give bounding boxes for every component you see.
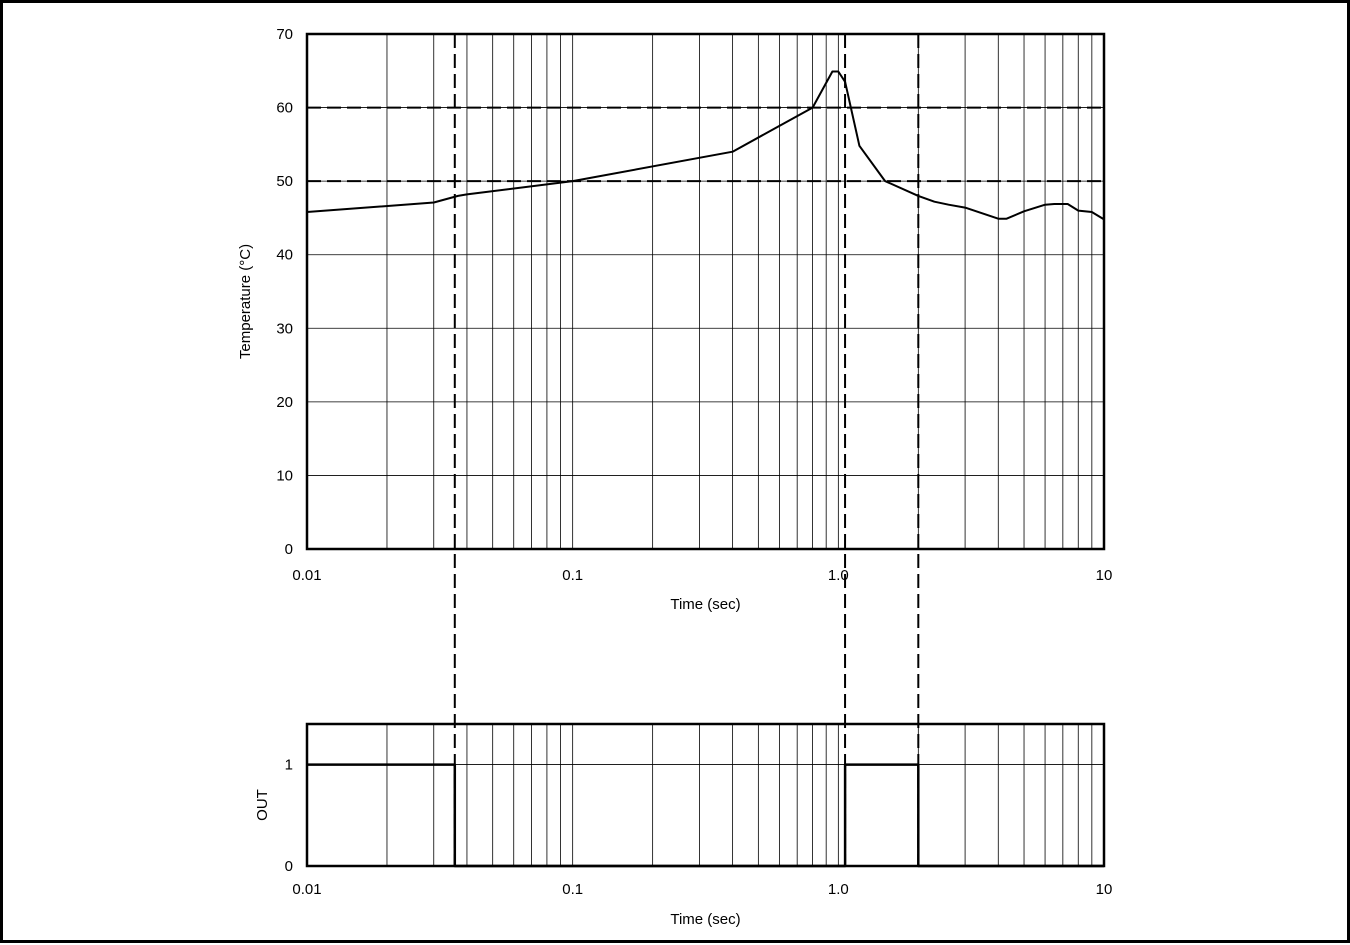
temperature-y-tick-label: 30 bbox=[276, 320, 293, 337]
out-x-tick-label: 10 bbox=[1096, 881, 1113, 898]
temperature-y-tick-label: 50 bbox=[276, 173, 293, 190]
temperature-x-tick-label: 0.1 bbox=[562, 567, 583, 584]
temperature-x-tick-label: 1.0 bbox=[828, 567, 849, 584]
temperature-grid bbox=[307, 34, 1104, 549]
out-x-axis-title: Time (sec) bbox=[670, 911, 740, 928]
temperature-y-tick-label: 20 bbox=[276, 394, 293, 411]
temperature-x-tick-label: 0.01 bbox=[292, 567, 321, 584]
out-x-tick-label: 0.1 bbox=[562, 881, 583, 898]
vertical-reference-lines bbox=[453, 34, 920, 866]
temperature-y-tick-label: 40 bbox=[276, 247, 293, 264]
out-plot-frame bbox=[305, 722, 1106, 868]
out-y-tick-label: 0 bbox=[285, 858, 293, 875]
temperature-y-tick-label: 70 bbox=[276, 26, 293, 43]
temperature-y-tick-label: 0 bbox=[285, 541, 293, 558]
temperature-x-axis-title: Time (sec) bbox=[670, 596, 740, 613]
temperature-y-axis-title: Temperature (°C) bbox=[237, 244, 254, 359]
out-y-axis-title: OUT bbox=[254, 789, 271, 821]
temperature-y-tick-label: 60 bbox=[276, 100, 293, 117]
out-x-tick-label: 0.01 bbox=[292, 881, 321, 898]
out-signal-line bbox=[307, 763, 1104, 868]
out-y-tick-label: 1 bbox=[285, 757, 293, 774]
temperature-y-tick-labels: 0 10 20 30 40 50 60 70 bbox=[276, 26, 293, 558]
temperature-plot-frame bbox=[305, 32, 1106, 551]
temperature-x-tick-labels: 0.01 0.1 1.0 10 bbox=[292, 567, 1112, 584]
temperature-y-tick-label: 10 bbox=[276, 467, 293, 484]
out-chart: 01 0.01 0.1 1.0 10 Time (sec) OUT bbox=[254, 722, 1112, 928]
temperature-reference-lines bbox=[307, 106, 1104, 183]
out-x-tick-labels: 0.01 0.1 1.0 10 bbox=[292, 881, 1112, 898]
temperature-x-tick-label: 10 bbox=[1096, 567, 1113, 584]
out-y-tick-labels: 01 bbox=[285, 757, 293, 875]
out-x-tick-label: 1.0 bbox=[828, 881, 849, 898]
out-grid bbox=[307, 724, 1104, 866]
temperature-curve bbox=[306, 70, 1105, 221]
